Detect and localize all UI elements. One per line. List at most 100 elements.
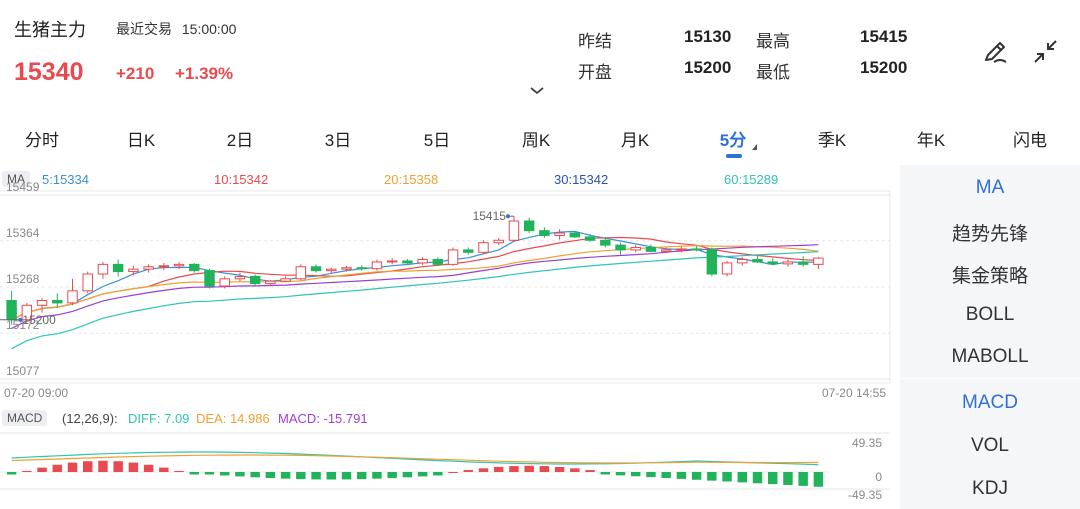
chevron-down-icon[interactable]: [528, 84, 546, 98]
candle-body: [584, 236, 596, 241]
candle-body: [82, 273, 93, 292]
candle-body: [767, 261, 778, 265]
last-trade-label: 最近交易: [116, 21, 172, 37]
macd-histogram-bar: [691, 472, 702, 480]
ma10-value: 10:15342: [214, 172, 269, 187]
macd-histogram-bar: [494, 466, 504, 472]
macd-histogram-bar: [174, 470, 184, 472]
macd-histogram-bar: [615, 472, 626, 476]
candle-body: [402, 260, 413, 264]
macd-histogram-bar: [159, 467, 169, 472]
candle-body: [52, 299, 63, 304]
candle-body: [189, 263, 200, 272]
candle-body: [691, 248, 702, 251]
macd-histogram-bar: [387, 472, 397, 479]
tab-week-k[interactable]: 周K: [521, 131, 551, 150]
candle-body: [417, 259, 428, 264]
tab-quarter-k[interactable]: 季K: [817, 131, 847, 150]
active-tab-indicator: [726, 154, 742, 158]
tab-day-k[interactable]: 日K: [126, 131, 156, 150]
ma-chip[interactable]: MA: [2, 171, 30, 187]
macd-histogram-bar: [463, 470, 473, 472]
macd-histogram-bar: [280, 472, 291, 479]
indicator-macd[interactable]: MACD: [962, 392, 1018, 413]
tab-3day[interactable]: 3日: [324, 131, 352, 150]
indicator-ma[interactable]: MA: [975, 177, 1005, 198]
macd-histogram-bar: [128, 462, 139, 472]
macd-histogram-bar: [585, 470, 595, 472]
macd-histogram-bar: [113, 461, 123, 472]
macd-histogram-bar: [357, 472, 367, 480]
ma20-line: [11, 244, 819, 321]
tab-5min[interactable]: 5分: [719, 131, 747, 150]
indicator-vol[interactable]: VOL: [970, 435, 1010, 456]
candle-body: [813, 257, 824, 265]
macd-histogram-bar: [189, 472, 199, 475]
contract-title: 生猪主力: [14, 20, 86, 40]
macd-histogram-bar: [311, 472, 321, 480]
tab-2day[interactable]: 2日: [226, 131, 254, 150]
indicator-maboll[interactable]: MABOLL: [951, 346, 1029, 367]
macd-chip[interactable]: MACD: [2, 410, 48, 426]
macd-histogram-bar: [737, 472, 747, 483]
candle-body: [386, 260, 398, 263]
macd-histogram-bar: [235, 472, 245, 477]
draw-pen-icon[interactable]: [980, 36, 1012, 68]
candle-body: [600, 239, 611, 246]
candle-body: [478, 242, 489, 253]
tab-flash[interactable]: 闪电: [1013, 131, 1047, 150]
candle-body: [630, 247, 641, 251]
extreme-marker-label: 15415: [473, 209, 507, 223]
stat-label-low: 最低: [756, 63, 790, 82]
stat-label-high: 最高: [756, 32, 790, 51]
candle-body: [143, 266, 154, 270]
stat-value-low: 15200: [860, 58, 908, 77]
candle-body: [234, 275, 246, 280]
candle-body: [204, 270, 215, 287]
macd-histogram-bar: [524, 465, 534, 472]
period-tabs: 分时 日K 2日 3日 5日 周K 月K 5分 季K 年K 闪电: [0, 118, 1080, 162]
candle-body: [128, 268, 139, 273]
macd-histogram-bar: [250, 472, 260, 478]
candle-body: [569, 232, 581, 238]
last-price: 15340: [14, 58, 84, 86]
ma60-line: [11, 251, 819, 350]
macd-histogram-bar: [402, 472, 413, 478]
last-trade-info: 最近交易 15:00:00: [116, 19, 242, 39]
tab-dropdown-caret-icon[interactable]: [752, 144, 757, 150]
tab-intraday[interactable]: 分时: [25, 131, 59, 150]
macd-histogram-bar: [768, 472, 778, 485]
macd-histogram-bar: [22, 470, 32, 472]
candle-body: [615, 244, 626, 251]
candle-body: [173, 263, 185, 267]
candle-body: [523, 220, 535, 232]
extreme-marker-label: 15200: [22, 313, 56, 327]
collapse-arrows-icon[interactable]: [1030, 36, 1062, 68]
candle-body: [447, 249, 459, 265]
indicator-gold-strategy[interactable]: 集金策略: [951, 266, 1028, 287]
indicator-trend-pioneer[interactable]: 趋势先锋: [951, 224, 1028, 245]
candle-body: [371, 261, 383, 270]
macd-histogram-bar: [372, 472, 382, 479]
indicator-kdj[interactable]: KDJ: [972, 478, 1008, 499]
tab-5day[interactable]: 5日: [423, 131, 451, 150]
y-tick-label: 15459: [6, 180, 40, 194]
extreme-marker-dot: [505, 214, 510, 219]
macd-histogram-bar: [813, 472, 824, 487]
indicator-boll[interactable]: BOLL: [965, 304, 1015, 325]
x-label-end: 07-20 14:55: [822, 386, 886, 400]
candle-body: [493, 239, 504, 244]
macd-histogram-bar: [783, 472, 793, 485]
candle-body: [219, 278, 230, 287]
candle-body: [676, 248, 687, 251]
extreme-marker-dot: [18, 317, 23, 322]
candle-body: [797, 261, 809, 265]
tab-month-k[interactable]: 月K: [620, 131, 650, 150]
candle-body: [295, 266, 307, 280]
kline-chart[interactable]: 15415 15200 15459 15364 15268 15172 15077 07-…: [0, 165, 900, 509]
ma30-value: 30:15342: [554, 172, 609, 187]
macd-diff-line: [11, 451, 819, 466]
macd-histogram-bar: [341, 472, 352, 480]
candle-body: [112, 263, 124, 273]
tab-year-k[interactable]: 年K: [916, 131, 946, 150]
